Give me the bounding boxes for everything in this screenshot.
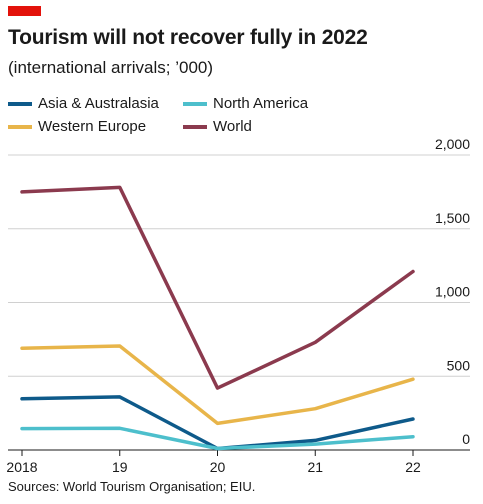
legend-swatch-north-america [183, 102, 207, 106]
x-tick-label: 21 [307, 459, 323, 475]
brand-tag [8, 6, 41, 16]
source-note: Sources: World Tourism Organisation; EIU… [8, 479, 256, 494]
y-tick-labels: 0 500 1,000 1,500 2,000 [435, 136, 470, 447]
series-line-north-america [20, 426, 415, 451]
legend-swatch-asia-australasia [8, 102, 32, 106]
x-tick-label: 22 [405, 459, 421, 475]
legend-swatch-world [183, 125, 207, 129]
x-tick-label: 2018 [6, 459, 37, 475]
legend-swatch-western-europe [8, 125, 32, 129]
chart-title: Tourism will not recover fully in 2022 [8, 26, 368, 49]
x-tick-label: 19 [112, 459, 128, 475]
y-tick-label: 1,000 [435, 284, 470, 300]
legend-label-north-america: North America [213, 95, 309, 112]
y-tick-label: 1,500 [435, 210, 470, 226]
series-line-western-europe [20, 344, 415, 426]
x-tick-label: 20 [210, 459, 226, 475]
chart-subtitle: (international arrivals; ’000) [8, 58, 214, 77]
y-tick-label: 0 [462, 431, 470, 447]
series-lines [20, 185, 415, 451]
x-axis [8, 449, 470, 456]
x-tick-labels: 2018 19 20 21 22 [6, 459, 421, 475]
y-tick-label: 2,000 [435, 136, 470, 152]
legend-label-world: World [213, 118, 252, 135]
legend-label-asia-australasia: Asia & Australasia [38, 95, 159, 112]
legend-label-western-europe: Western Europe [38, 118, 147, 135]
y-tick-label: 500 [447, 357, 471, 373]
series-line-world [20, 185, 415, 390]
